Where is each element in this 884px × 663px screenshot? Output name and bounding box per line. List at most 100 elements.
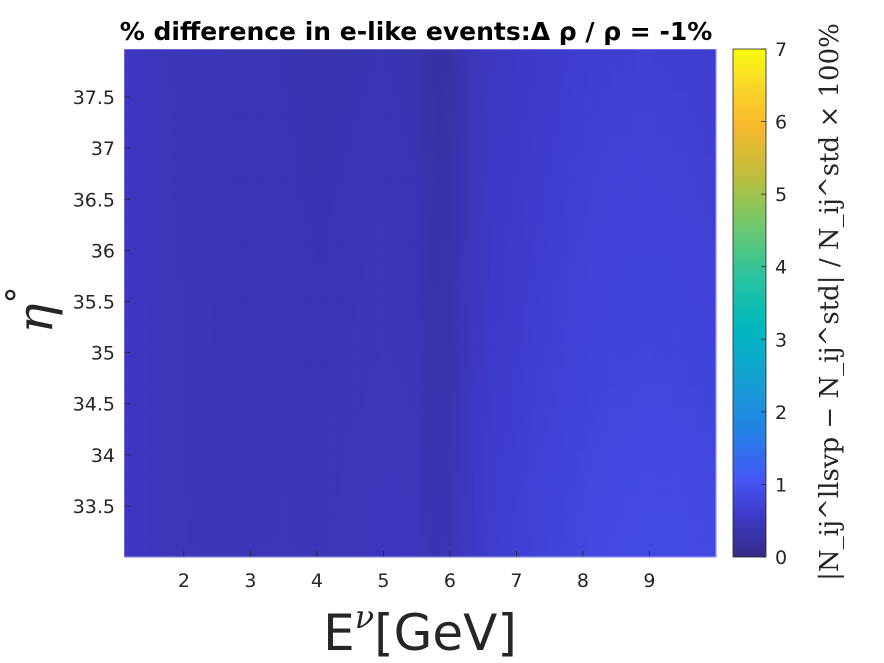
heatmap-cell xyxy=(365,154,372,177)
heatmap-cell xyxy=(696,239,702,262)
heatmap-cell xyxy=(582,430,589,452)
heatmap-cell xyxy=(429,493,436,516)
heatmap-cell xyxy=(193,451,199,473)
heatmap-cell xyxy=(523,387,530,410)
heatmap-cell xyxy=(217,451,224,473)
heatmap-cell xyxy=(642,197,648,219)
heatmap-cell xyxy=(173,303,179,325)
heatmap-cell xyxy=(158,70,165,92)
heatmap-cell xyxy=(489,408,495,431)
heatmap-cell xyxy=(227,408,234,431)
heatmap-cell xyxy=(449,514,456,537)
heatmap-cell xyxy=(173,387,179,410)
heatmap-cell xyxy=(528,345,535,368)
heatmap-cell xyxy=(168,154,174,177)
heatmap-cell xyxy=(681,218,687,241)
heatmap-cell xyxy=(153,345,160,368)
heatmap-cell xyxy=(316,514,322,537)
heatmap-cell xyxy=(291,197,298,219)
heatmap-cell xyxy=(607,514,613,537)
heatmap-cell xyxy=(370,366,377,389)
heatmap-cell xyxy=(489,366,495,389)
heatmap-cell xyxy=(291,70,298,92)
y-tick-label: 35.5 xyxy=(73,291,115,313)
heatmap-cell xyxy=(286,197,293,219)
heatmap-cell xyxy=(306,260,313,283)
heatmap-cell xyxy=(138,493,145,516)
heatmap-cell xyxy=(183,345,189,368)
heatmap-cell xyxy=(331,154,337,177)
heatmap-cell xyxy=(420,260,426,283)
heatmap-cell xyxy=(410,197,416,219)
heatmap-cell xyxy=(681,260,687,283)
heatmap-cell xyxy=(444,176,451,198)
heatmap-cell xyxy=(410,49,416,71)
heatmap-cell xyxy=(642,345,648,368)
x-tick-label: 7 xyxy=(510,570,522,592)
heatmap-cell xyxy=(128,345,135,368)
heatmap-cell xyxy=(494,430,500,452)
heatmap-cell xyxy=(410,133,416,156)
heatmap-cell xyxy=(671,408,678,431)
heatmap-cell xyxy=(222,451,229,473)
heatmap-cell xyxy=(380,218,387,241)
heatmap-cell xyxy=(577,387,584,410)
heatmap-cell xyxy=(375,260,382,283)
heatmap-cell xyxy=(355,324,362,346)
heatmap-cell xyxy=(666,324,673,346)
heatmap-cell xyxy=(533,408,539,431)
heatmap-cell xyxy=(627,218,633,241)
heatmap-cell xyxy=(178,493,184,516)
heatmap-cell xyxy=(622,176,628,198)
heatmap-cell xyxy=(237,281,243,304)
heatmap-cell xyxy=(202,218,209,241)
heatmap-cell xyxy=(701,345,707,368)
heatmap-cell xyxy=(252,133,258,156)
heatmap-cell xyxy=(262,493,268,516)
heatmap-cell xyxy=(646,430,653,452)
heatmap-cell xyxy=(553,303,559,325)
heatmap-cell xyxy=(262,133,268,156)
heatmap-cell xyxy=(424,239,431,262)
heatmap-cell xyxy=(651,91,658,114)
heatmap-cell xyxy=(198,535,204,558)
heatmap-cell xyxy=(563,70,569,92)
heatmap-cell xyxy=(696,112,702,135)
heatmap-cell xyxy=(434,366,441,389)
heatmap-cell xyxy=(267,133,273,156)
heatmap-cell xyxy=(232,472,239,495)
heatmap-cell xyxy=(183,154,189,177)
heatmap-cell xyxy=(286,112,293,135)
heatmap-cell xyxy=(207,91,214,114)
heatmap-cell xyxy=(415,154,421,177)
heatmap-cell xyxy=(646,514,653,537)
heatmap-cell xyxy=(553,218,559,241)
heatmap-cell xyxy=(400,430,406,452)
heatmap-cell xyxy=(128,472,135,495)
heatmap-cell xyxy=(217,387,224,410)
heatmap-cell xyxy=(306,281,313,304)
heatmap-cell xyxy=(148,493,155,516)
heatmap-cell xyxy=(326,49,332,71)
heatmap-cell xyxy=(489,112,495,135)
heatmap-cell xyxy=(415,514,421,537)
heatmap-cell xyxy=(148,281,155,304)
heatmap-cell xyxy=(681,514,687,537)
heatmap-cell xyxy=(637,49,643,71)
heatmap-cell xyxy=(212,49,219,71)
heatmap-cell xyxy=(193,387,199,410)
heatmap-cell xyxy=(375,91,382,114)
heatmap-cell xyxy=(390,281,396,304)
heatmap-cell xyxy=(276,154,283,177)
heatmap-cell xyxy=(311,387,317,410)
heatmap-cell xyxy=(602,91,609,114)
heatmap-cell xyxy=(370,535,377,558)
heatmap-cell xyxy=(247,176,253,198)
heatmap-cell xyxy=(267,303,273,325)
heatmap-cell xyxy=(252,345,258,368)
heatmap-cell xyxy=(193,218,199,241)
heatmap-cell xyxy=(661,281,668,304)
heatmap-cell xyxy=(173,345,179,368)
heatmap-cell xyxy=(434,133,441,156)
heatmap-cell xyxy=(444,387,451,410)
